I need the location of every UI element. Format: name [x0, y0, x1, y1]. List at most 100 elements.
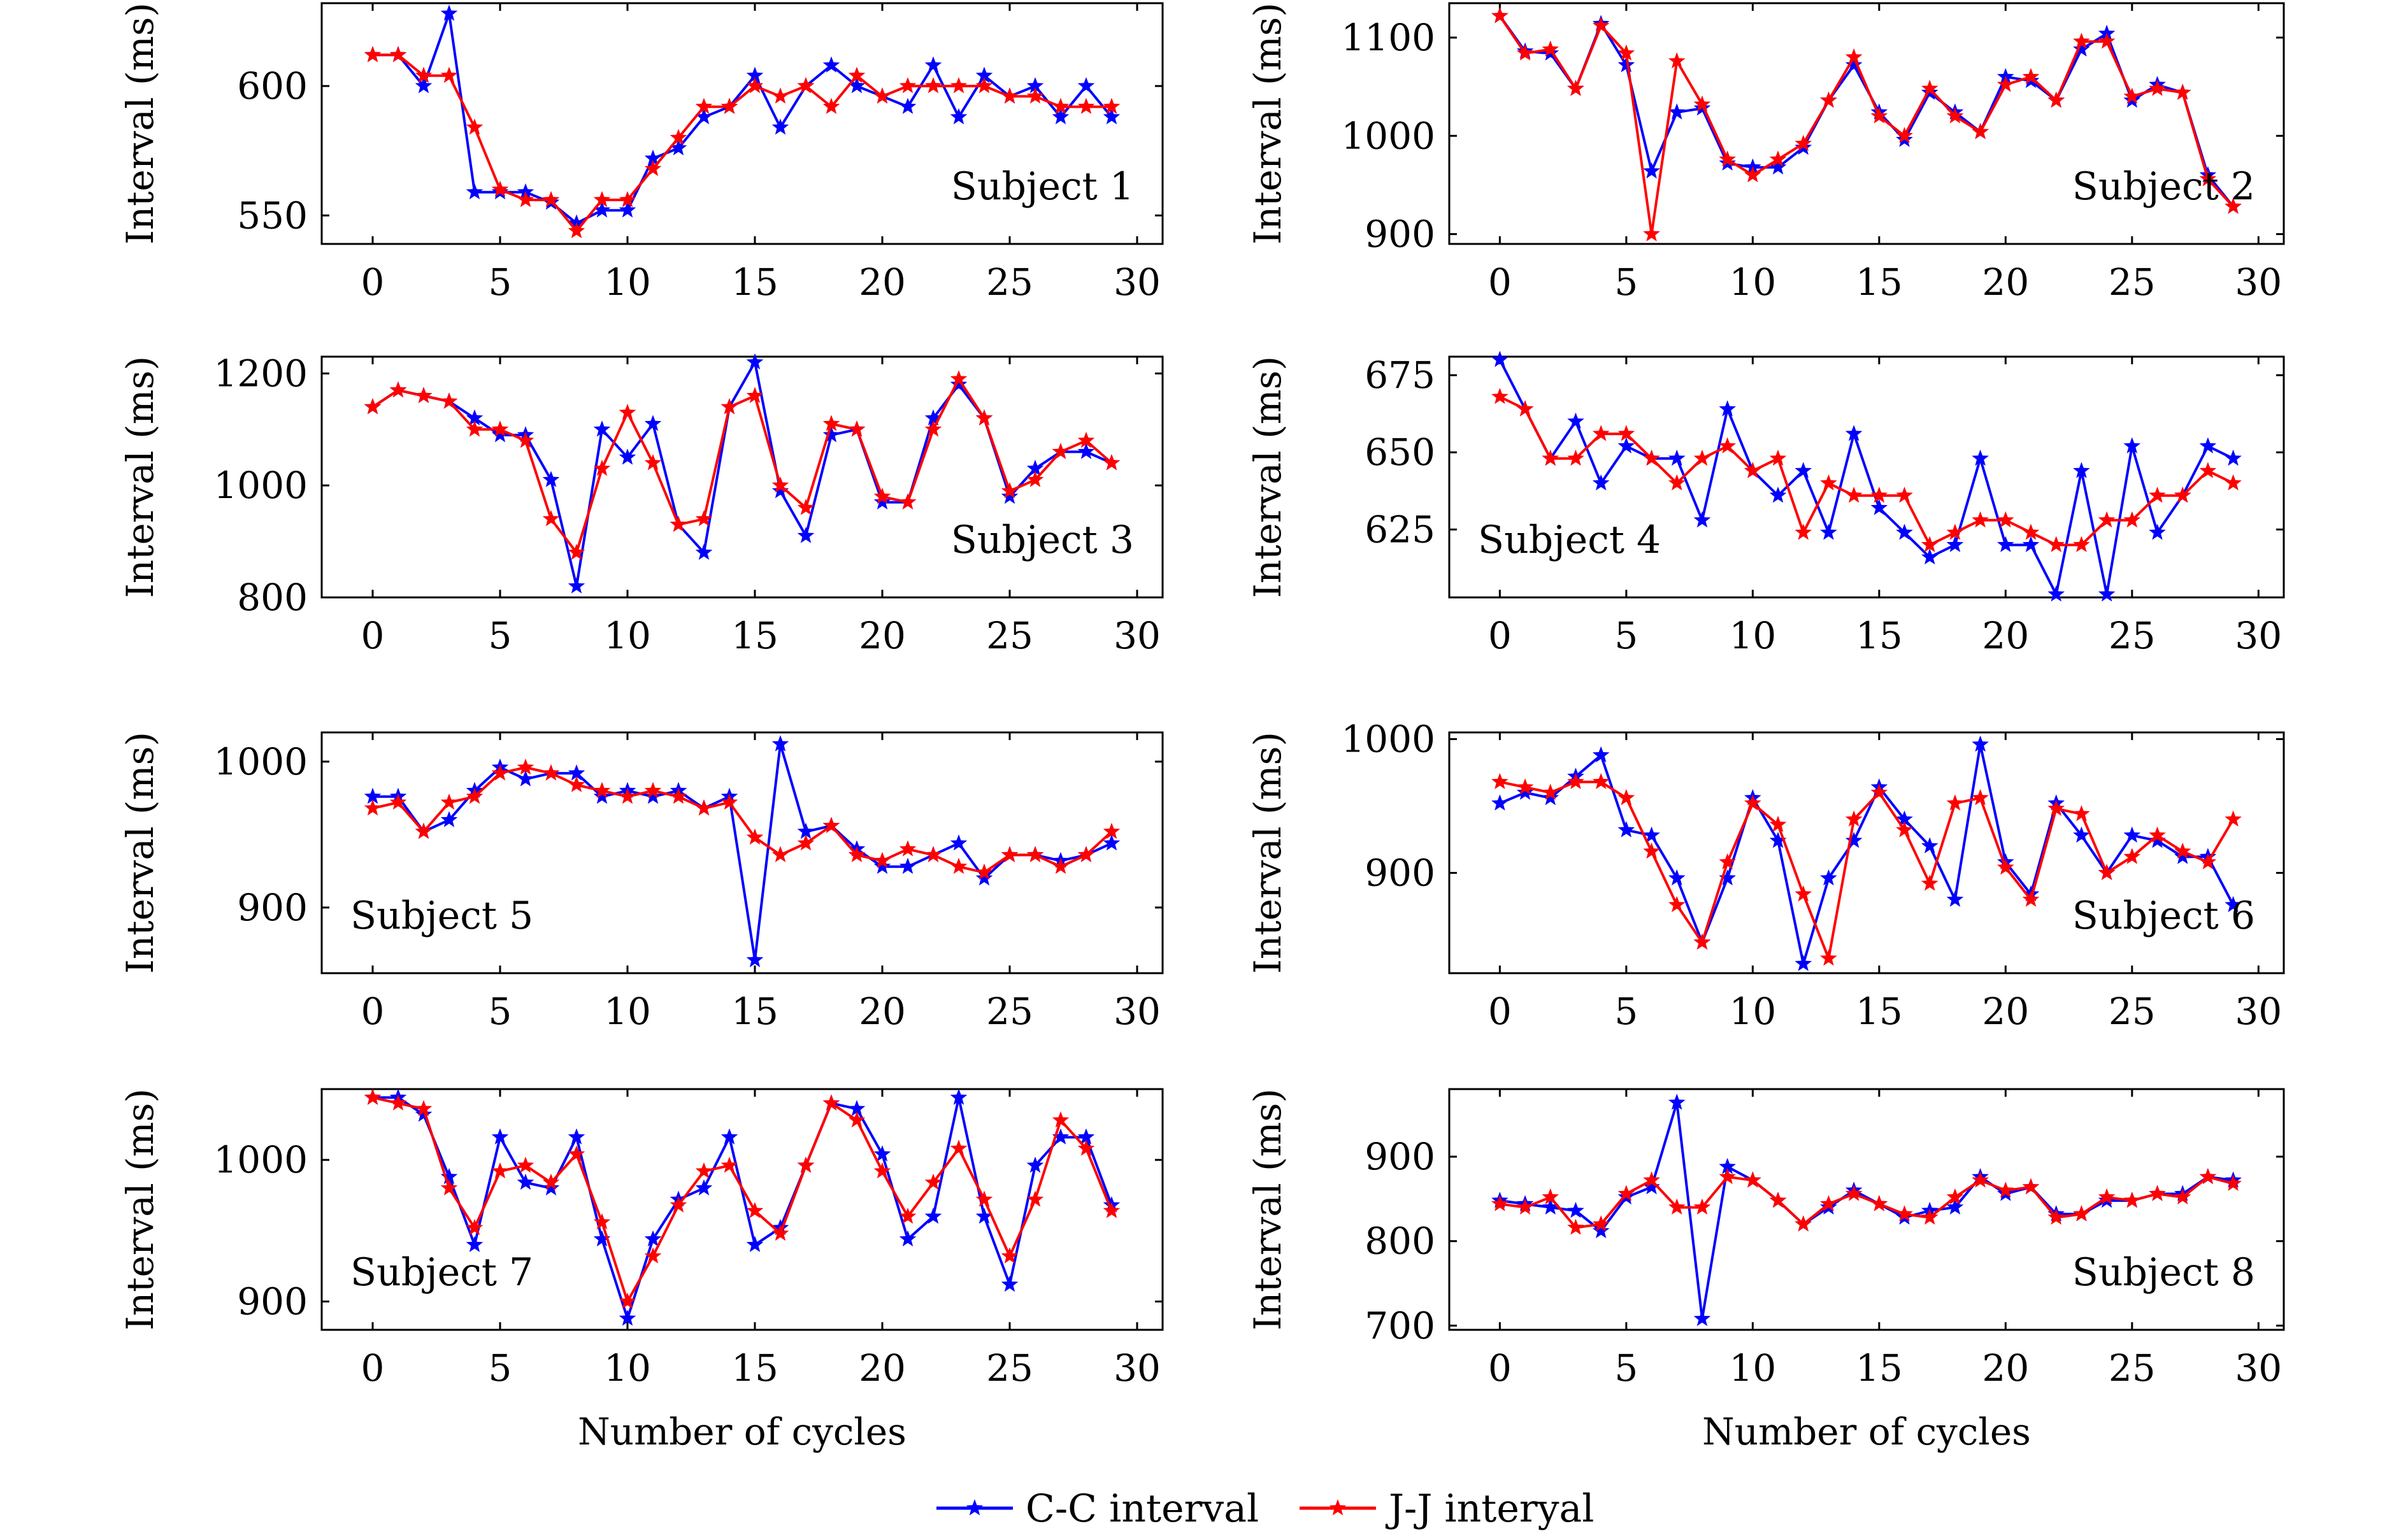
- data-point-jj: [950, 370, 968, 387]
- data-point-jj: [1026, 1190, 1044, 1207]
- data-point-cc: [975, 66, 993, 83]
- y-axis-label: Interval (ms): [118, 356, 162, 598]
- data-point-jj: [899, 840, 917, 857]
- data-point-cc: [1077, 443, 1095, 459]
- data-point-jj: [1693, 1198, 1711, 1215]
- data-point-jj: [619, 403, 636, 420]
- y-tick-label: 1000: [1341, 718, 1435, 761]
- data-point-jj: [542, 190, 560, 208]
- data-point-jj: [950, 857, 968, 874]
- data-point-jj: [364, 1088, 382, 1105]
- data-point-cc: [2149, 524, 2166, 540]
- data-point-jj: [440, 1179, 458, 1195]
- data-point-jj: [1870, 783, 1888, 800]
- y-axis-label: Interval (ms): [1246, 356, 1289, 598]
- data-point-jj: [1542, 783, 1559, 800]
- x-tick-label: 20: [859, 1346, 906, 1390]
- data-point-jj: [2047, 799, 2065, 816]
- data-point-jj: [1668, 895, 1686, 913]
- x-tick-label: 25: [2109, 260, 2156, 304]
- x-tick-label: 30: [2235, 990, 2282, 1033]
- data-point-jj: [1077, 1139, 1095, 1156]
- data-point-jj: [1795, 524, 1812, 540]
- data-point-cc: [899, 857, 917, 874]
- data-point-jj: [466, 1218, 484, 1236]
- data-point-jj: [1052, 443, 1070, 459]
- data-point-jj: [899, 493, 917, 510]
- data-point-jj: [1795, 1215, 1812, 1232]
- data-point-cc: [440, 811, 458, 827]
- legend-label-cc: C-C interval: [1026, 1487, 1259, 1531]
- data-point-cc: [1896, 524, 1913, 540]
- data-point-jj: [1617, 788, 1635, 806]
- data-point-cc: [644, 415, 662, 431]
- data-point-jj: [924, 1173, 942, 1190]
- x-tick-label: 5: [489, 260, 512, 304]
- y-axis-label: Interval (ms): [1246, 3, 1289, 245]
- data-point-cc: [1643, 162, 1660, 179]
- x-tick-label: 15: [1856, 990, 1903, 1033]
- y-axis-label: Interval (ms): [1246, 732, 1289, 974]
- data-point-cc: [2073, 462, 2090, 478]
- x-tick-label: 15: [731, 614, 778, 657]
- subject-label: Subject 5: [350, 894, 533, 938]
- data-point-cc: [1491, 794, 1509, 811]
- data-point-cc: [1643, 826, 1660, 843]
- data-point-jj: [746, 1202, 764, 1218]
- data-point-jj: [1542, 40, 1559, 57]
- data-point-jj: [2199, 462, 2217, 478]
- data-point-jj: [1820, 474, 1837, 490]
- data-point-cc: [542, 1179, 560, 1195]
- data-point-cc: [1896, 810, 1913, 827]
- data-point-jj: [1693, 95, 1711, 112]
- data-point-jj: [1077, 97, 1095, 114]
- data-point-cc: [746, 1236, 764, 1252]
- data-point-jj: [1946, 524, 1964, 540]
- y-tick-label: 550: [237, 194, 308, 237]
- data-point-jj: [644, 781, 662, 798]
- data-point-cc: [1592, 746, 1610, 762]
- data-point-jj: [542, 510, 560, 527]
- data-point-cc: [2123, 826, 2141, 843]
- series-jj: [364, 370, 1121, 560]
- data-point-jj: [1845, 1185, 1863, 1201]
- x-tick-label: 25: [2109, 990, 2156, 1033]
- data-point-jj: [1617, 425, 1635, 441]
- data-point-cc: [1997, 536, 2014, 552]
- data-point-cc: [593, 201, 611, 218]
- data-point-cc: [695, 108, 713, 125]
- subject-label: Subject 4: [1478, 518, 1661, 562]
- data-point-jj: [415, 822, 433, 839]
- data-point-jj: [1769, 1192, 1787, 1208]
- data-point-cc: [771, 735, 789, 752]
- series-jj: [1491, 7, 2242, 241]
- plot-frame: [320, 355, 1164, 599]
- data-point-jj: [389, 1094, 407, 1111]
- data-point-jj: [466, 118, 484, 135]
- subplot-8: 0 5 10 15 20 25 30 700 800 900 Interval (ms) Number…: [1246, 1088, 2285, 1453]
- x-axis-label: Number of cycles: [1702, 1410, 2031, 1453]
- data-point-jj: [1542, 449, 1559, 466]
- data-point-cc: [950, 376, 968, 392]
- data-point-jj: [593, 1213, 611, 1230]
- y-axis-label: Interval (ms): [118, 732, 162, 974]
- data-point-jj: [1052, 97, 1070, 114]
- data-point-cc: [2174, 848, 2191, 864]
- data-point-cc: [1870, 499, 1888, 515]
- x-tick-label: 15: [731, 990, 778, 1033]
- data-point-cc: [1845, 425, 1863, 441]
- subplot-5: 0 5 10 15 20 25 30 900 1000 Interval (ms) Subject …: [118, 731, 1164, 1033]
- data-point-cc: [771, 118, 789, 135]
- data-point-cc: [1077, 1128, 1095, 1144]
- series-jj: [364, 759, 1121, 880]
- x-tick-label: 10: [604, 260, 651, 304]
- data-point-jj: [619, 1292, 636, 1309]
- subject-label: Subject 3: [951, 518, 1134, 562]
- data-point-jj: [2123, 511, 2141, 528]
- data-point-jj: [1744, 1171, 1761, 1188]
- plot-frame: [1448, 355, 2285, 599]
- data-point-jj: [389, 794, 407, 810]
- data-point-jj: [466, 420, 484, 437]
- data-point-jj: [797, 499, 815, 515]
- data-point-jj: [695, 799, 713, 816]
